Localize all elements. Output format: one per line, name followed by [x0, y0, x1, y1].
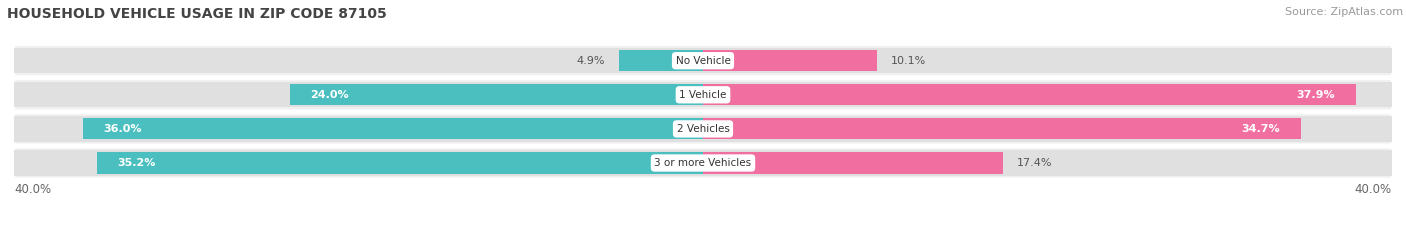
FancyBboxPatch shape [14, 45, 1392, 76]
Text: 24.0%: 24.0% [311, 90, 349, 100]
Bar [83, 118, 703, 140]
Bar [14, 82, 703, 107]
Text: 10.1%: 10.1% [891, 56, 927, 66]
Text: HOUSEHOLD VEHICLE USAGE IN ZIP CODE 87105: HOUSEHOLD VEHICLE USAGE IN ZIP CODE 8710… [7, 7, 387, 21]
Bar [703, 150, 1392, 176]
Text: 37.9%: 37.9% [1296, 90, 1336, 100]
Text: 40.0%: 40.0% [1355, 183, 1392, 196]
Text: 34.7%: 34.7% [1241, 124, 1279, 134]
Bar [97, 152, 703, 174]
Text: 17.4%: 17.4% [1017, 158, 1052, 168]
Bar [14, 150, 703, 176]
Bar [703, 48, 1392, 73]
Bar [619, 50, 703, 71]
Text: Source: ZipAtlas.com: Source: ZipAtlas.com [1285, 7, 1403, 17]
Text: 40.0%: 40.0% [14, 183, 51, 196]
Bar [703, 84, 1355, 105]
Bar [14, 48, 703, 73]
Bar [290, 84, 703, 105]
Text: 36.0%: 36.0% [104, 124, 142, 134]
Bar [14, 116, 703, 141]
Text: 1 Vehicle: 1 Vehicle [679, 90, 727, 100]
Bar [703, 50, 877, 71]
Text: 4.9%: 4.9% [576, 56, 605, 66]
FancyBboxPatch shape [14, 113, 1392, 144]
Text: 35.2%: 35.2% [117, 158, 156, 168]
Text: 2 Vehicles: 2 Vehicles [676, 124, 730, 134]
Text: 3 or more Vehicles: 3 or more Vehicles [654, 158, 752, 168]
Bar [703, 116, 1392, 141]
Bar [703, 118, 1301, 140]
Bar [703, 82, 1392, 107]
Bar [703, 152, 1002, 174]
FancyBboxPatch shape [14, 79, 1392, 110]
FancyBboxPatch shape [14, 147, 1392, 179]
Text: No Vehicle: No Vehicle [675, 56, 731, 66]
